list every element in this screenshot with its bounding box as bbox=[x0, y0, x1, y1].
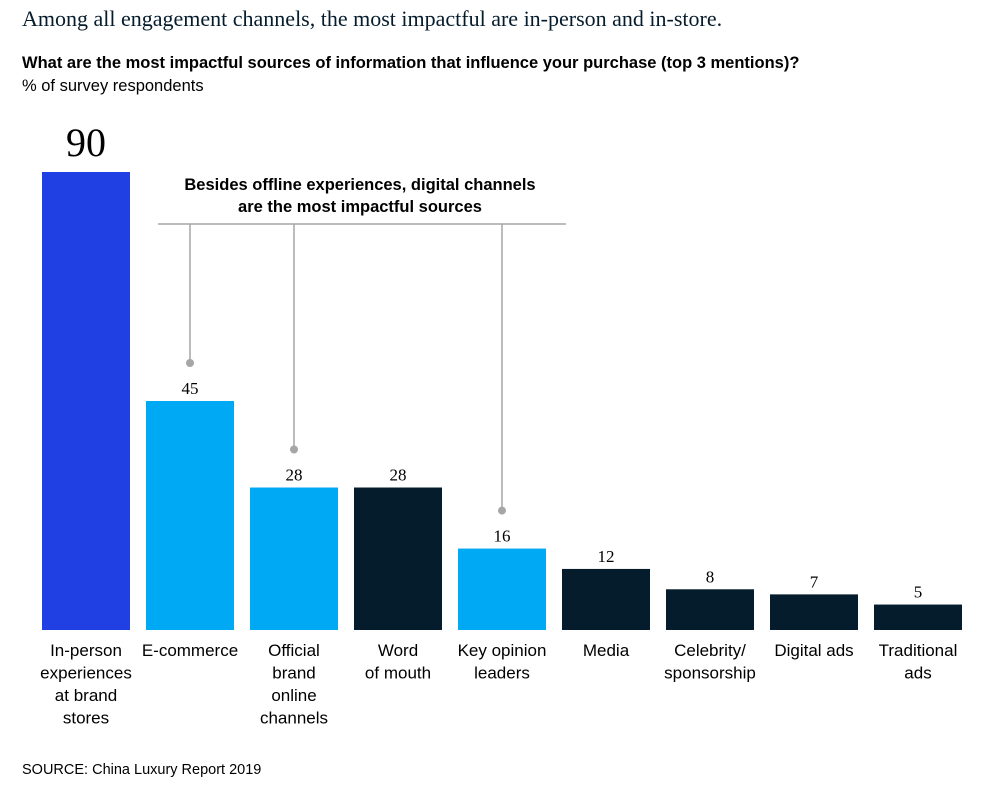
category-label-line: at brand bbox=[55, 686, 117, 705]
annotation-text: Besides offline experiences, digital cha… bbox=[184, 176, 535, 216]
bar bbox=[42, 172, 130, 630]
bar bbox=[250, 487, 338, 630]
connector-dot bbox=[290, 445, 298, 454]
bar bbox=[146, 401, 234, 630]
value-label: 7 bbox=[810, 572, 819, 591]
category-label: In-person experiences at brand stores bbox=[40, 641, 132, 728]
category-label-line: E-commerce bbox=[142, 641, 238, 660]
annotation: Besides offline experiences, digital cha… bbox=[158, 176, 566, 515]
category-labels: In-person experiences at brand stores E-comm… bbox=[40, 641, 957, 728]
category-label-line: Key opinion bbox=[458, 641, 547, 660]
value-label: 8 bbox=[706, 567, 715, 586]
bars bbox=[42, 172, 962, 630]
category-label-line: channels bbox=[260, 709, 328, 728]
category-label-line: Official bbox=[268, 641, 320, 660]
value-label: 5 bbox=[914, 583, 923, 602]
bar bbox=[666, 589, 754, 630]
category-label-line: Media bbox=[583, 641, 630, 660]
value-label: 90 bbox=[66, 120, 106, 165]
annotation-text-line: are the most impactful sources bbox=[238, 198, 482, 216]
value-label: 28 bbox=[390, 466, 407, 485]
category-label-line: ads bbox=[904, 664, 931, 683]
connector-dot bbox=[186, 359, 194, 367]
bar bbox=[770, 594, 858, 630]
category-label: Celebrity/sponsorship bbox=[664, 641, 756, 683]
category-label-line: stores bbox=[63, 709, 109, 728]
category-label-line: Word bbox=[378, 641, 418, 660]
category-label-line: Traditional bbox=[879, 641, 958, 660]
category-label: Key opinion leaders bbox=[458, 641, 547, 683]
value-label: 12 bbox=[598, 547, 615, 566]
value-label: 28 bbox=[286, 466, 303, 485]
category-label: Media bbox=[583, 641, 630, 660]
category-label-line: brand bbox=[272, 664, 315, 683]
category-label-line: In-person bbox=[50, 641, 122, 660]
bar-chart: Besides offline experiences, digital cha… bbox=[40, 120, 962, 728]
category-label-line: Digital ads bbox=[774, 641, 853, 660]
category-label-line: Celebrity/ bbox=[674, 641, 746, 660]
source-note: SOURCE: China Luxury Report 2019 bbox=[22, 762, 262, 778]
value-label: 16 bbox=[494, 527, 511, 546]
category-label-line: of mouth bbox=[365, 664, 431, 683]
category-label-line: sponsorship bbox=[664, 664, 756, 683]
chart-question: What are the most impactful sources of i… bbox=[22, 54, 800, 72]
category-label-line: online bbox=[271, 686, 316, 705]
bar bbox=[354, 487, 442, 630]
category-label-line: leaders bbox=[474, 664, 530, 683]
bar bbox=[562, 568, 650, 630]
unit-label: % of survey respondents bbox=[22, 77, 204, 95]
category-label: Traditional ads bbox=[879, 641, 958, 683]
category-label: Digital ads bbox=[774, 641, 853, 660]
headline: Among all engagement channels, the most … bbox=[22, 6, 723, 31]
bar bbox=[874, 604, 962, 630]
category-label-line: experiences bbox=[40, 664, 132, 683]
connector-dot bbox=[498, 506, 506, 515]
value-label: 45 bbox=[182, 379, 199, 398]
category-label: Word of mouth bbox=[365, 641, 431, 683]
annotation-text-line: Besides offline experiences, digital cha… bbox=[184, 176, 535, 194]
category-label: E-commerce bbox=[142, 641, 238, 660]
category-label: Official brand online channels bbox=[260, 641, 328, 728]
bar bbox=[458, 548, 546, 630]
value-labels: 90 45 28 28 16 12 8 7 5 bbox=[66, 120, 922, 602]
